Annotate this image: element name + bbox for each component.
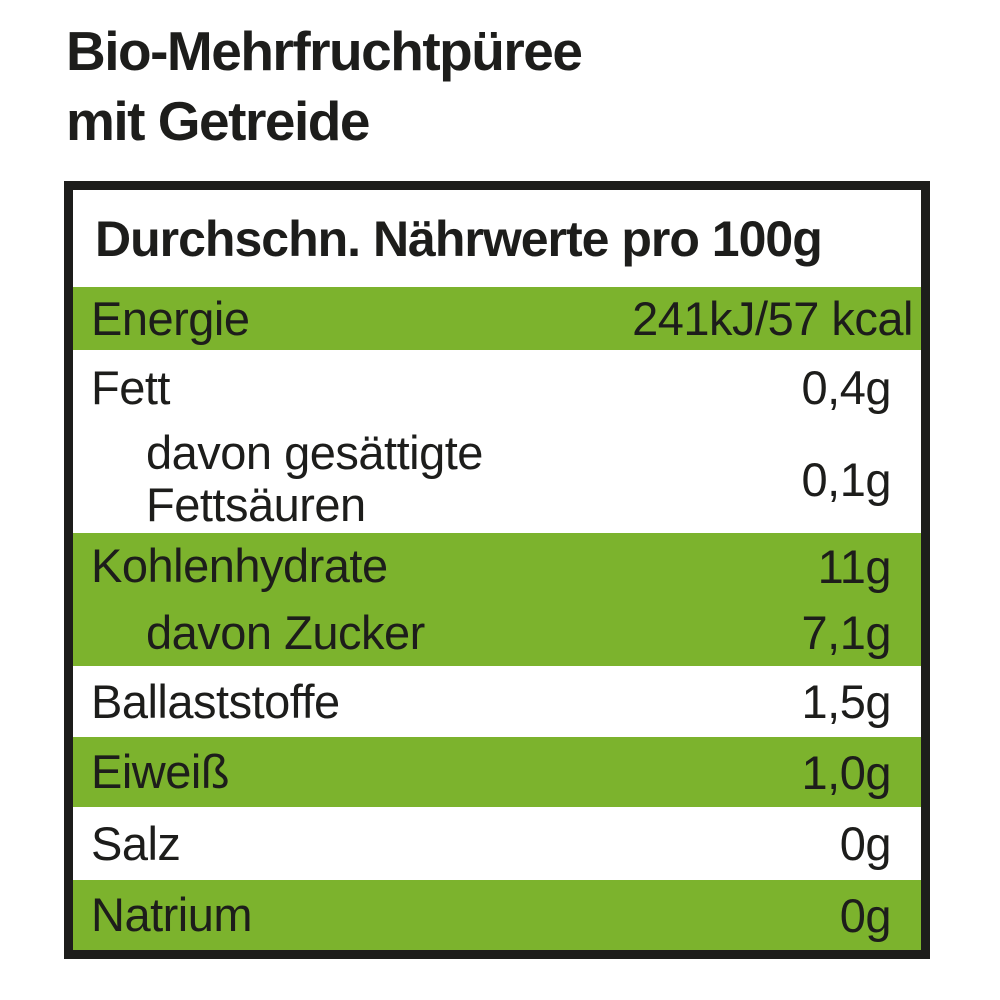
nutrient-label: Kohlenhydrate: [91, 540, 388, 592]
nutrition-row-ballaststoffe: Ballaststoffe 1,5g: [73, 666, 921, 737]
nutrient-label-line: davon Zucker: [146, 605, 425, 659]
nutrition-row-kohlenhydrate: Kohlenhydrate 11g: [73, 533, 921, 599]
nutrient-label: Energie: [91, 291, 250, 345]
nutrition-row-salz: Salz 0g: [73, 807, 921, 880]
nutrient-value: 1,0g: [801, 745, 892, 799]
nutrient-value: 1,5g: [801, 675, 892, 728]
nutrient-label-line: Fett: [91, 360, 170, 414]
product-title: Bio-Mehrfruchtpüree mit Getreide: [66, 16, 583, 156]
nutrient-value: 241kJ/57 kcal: [632, 292, 913, 345]
nutrient-label: Eiweiß: [91, 745, 230, 798]
nutrient-label-line: Kohlenhydrate: [91, 539, 388, 592]
nutrient-value: 0g: [839, 888, 892, 942]
nutrient-value: 0,1g: [801, 452, 892, 506]
nutrient-label-line: Salz: [91, 816, 181, 870]
nutrient-value: 11g: [817, 539, 892, 593]
nutrient-value: 0,4g: [801, 361, 892, 414]
nutrient-value: 0g: [839, 817, 892, 870]
nutrition-row-energie: Energie 241kJ/57 kcal: [73, 287, 921, 350]
nutrient-label-line: Fettsäuren: [146, 478, 366, 531]
nutrition-row-eiweiss: Eiweiß 1,0g: [73, 737, 921, 807]
nutrient-label: Salz: [91, 816, 181, 870]
nutrient-label: davon Zucker: [91, 605, 425, 659]
nutrient-label-line: Ballaststoffe: [91, 674, 340, 728]
nutrition-table: Durchschn. Nährwerte pro 100g Energie 241…: [64, 181, 930, 959]
nutrient-label: Fett: [91, 360, 170, 414]
nutrient-label-line: Eiweiß: [91, 745, 230, 798]
nutrient-value: 7,1g: [801, 606, 892, 659]
nutrition-row-gesaettigte-fettsaeuren: davon gesättigte Fettsäuren 0,1g: [73, 425, 921, 533]
product-title-line1: Bio-Mehrfruchtpüree: [66, 20, 583, 82]
nutrient-label: davon gesättigte Fettsäuren: [91, 427, 483, 531]
nutrition-row-fett: Fett 0,4g: [73, 350, 921, 425]
nutrition-row-natrium: Natrium 0g: [73, 880, 921, 950]
nutrient-label: Natrium: [91, 888, 253, 941]
nutrition-rows: Energie 241kJ/57 kcal Fett 0,4g davon gesätt…: [73, 287, 921, 950]
nutrient-label-line: Energie: [91, 291, 250, 345]
nutrition-row-davon-zucker: davon Zucker 7,1g: [73, 599, 921, 666]
nutrient-label: Ballaststoffe: [91, 674, 340, 728]
product-title-line2: mit Getreide: [66, 90, 370, 152]
nutrient-label-line: davon gesättigte: [146, 426, 483, 479]
nutrition-table-header: Durchschn. Nährwerte pro 100g: [95, 210, 823, 267]
nutrient-label-line: Natrium: [91, 888, 253, 941]
